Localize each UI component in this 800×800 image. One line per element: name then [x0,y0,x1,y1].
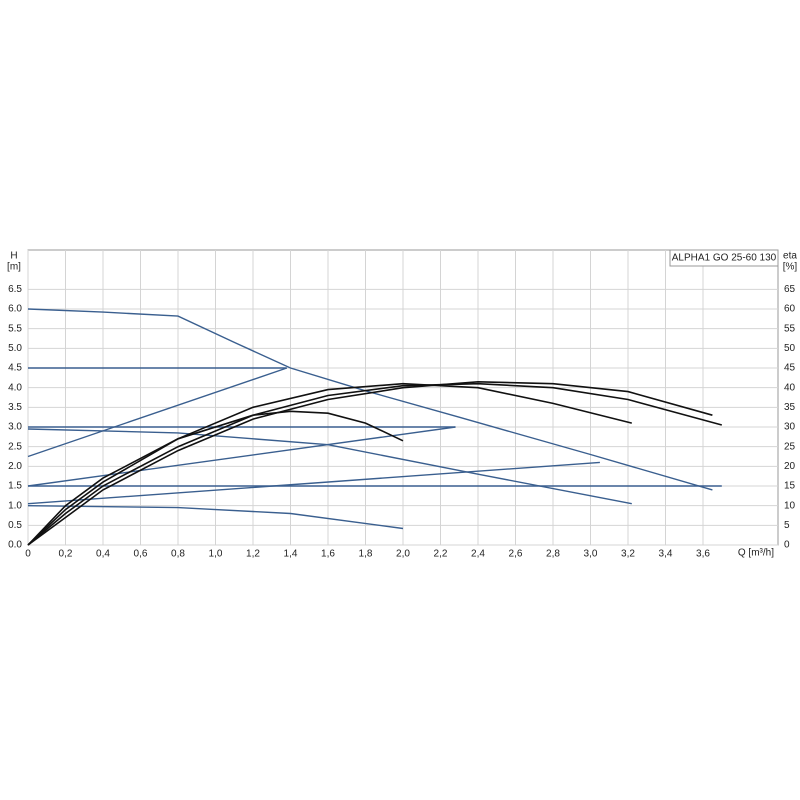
y2-tick-label: 15 [784,481,796,492]
curve [27,308,713,491]
y-tick-label: 3.5 [8,402,22,413]
curve [27,461,600,505]
x-axis-label: Q [m³/h] [738,548,774,559]
y-tick-label: 2.0 [8,461,22,472]
y2-tick-label: 10 [784,500,796,511]
y-tick-label: 5.5 [8,323,22,334]
curve [27,382,632,546]
x-tick-label: 0 [25,549,31,560]
x-tick-label: 0,4 [96,549,110,560]
x-tick-label: 2,0 [396,549,410,560]
y2-tick-label: 40 [784,382,796,393]
y2-tick-label: 20 [784,461,796,472]
annotation-box [669,249,779,267]
x-tick-label: 2,8 [546,549,560,560]
y-tick-label: 3.0 [8,422,22,433]
y2-tick-label: 25 [784,441,796,452]
y-axis-label: [m] [7,262,21,273]
y2-tick-label: 35 [784,402,796,413]
y-axis-label: H [10,251,17,262]
x-tick-label: 1,2 [246,549,260,560]
y2-axis-label: eta [783,251,797,262]
x-tick-label: 2,6 [509,549,523,560]
curve [27,380,713,546]
x-tick-label: 3,6 [696,549,710,560]
x-tick-label: 1,0 [209,549,223,560]
y2-tick-label: 0 [784,540,790,551]
y-tick-label: 2.5 [8,441,22,452]
y-tick-label: 1.0 [8,500,22,511]
y2-tick-label: 45 [784,363,796,374]
y2-axis-label: [%] [783,262,798,273]
y2-tick-label: 60 [784,304,796,315]
y2-tick-label: 50 [784,343,796,354]
curve [27,367,288,458]
x-tick-label: 3,4 [659,549,673,560]
curve [27,382,723,546]
y-tick-label: 6.5 [8,284,22,295]
y-tick-label: 4.0 [8,382,22,393]
annotation: ALPHA1 GO 25-60 130 [672,253,777,264]
curve [27,505,404,530]
y-tick-label: 6.0 [8,304,22,315]
x-tick-label: 1,8 [359,549,373,560]
x-tick-label: 1,4 [284,549,298,560]
y2-tick-label: 65 [784,284,796,295]
y-tick-label: 4.5 [8,363,22,374]
curve [27,426,456,487]
x-tick-label: 3,0 [584,549,598,560]
x-tick-label: 0,2 [59,549,73,560]
x-tick-label: 2,4 [471,549,485,560]
y2-tick-label: 5 [784,520,790,531]
y-tick-label: 0.0 [8,540,22,551]
curve [27,428,632,505]
x-tick-label: 2,2 [434,549,448,560]
x-tick-label: 3,2 [621,549,635,560]
y-tick-label: 5.0 [8,343,22,354]
y-tick-label: 0.5 [8,520,22,531]
y2-tick-label: 55 [784,323,796,334]
y-tick-label: 1.5 [8,481,22,492]
x-tick-label: 0,6 [134,549,148,560]
y2-tick-label: 30 [784,422,796,433]
x-tick-label: 1,6 [321,549,335,560]
x-tick-label: 0,8 [171,549,185,560]
